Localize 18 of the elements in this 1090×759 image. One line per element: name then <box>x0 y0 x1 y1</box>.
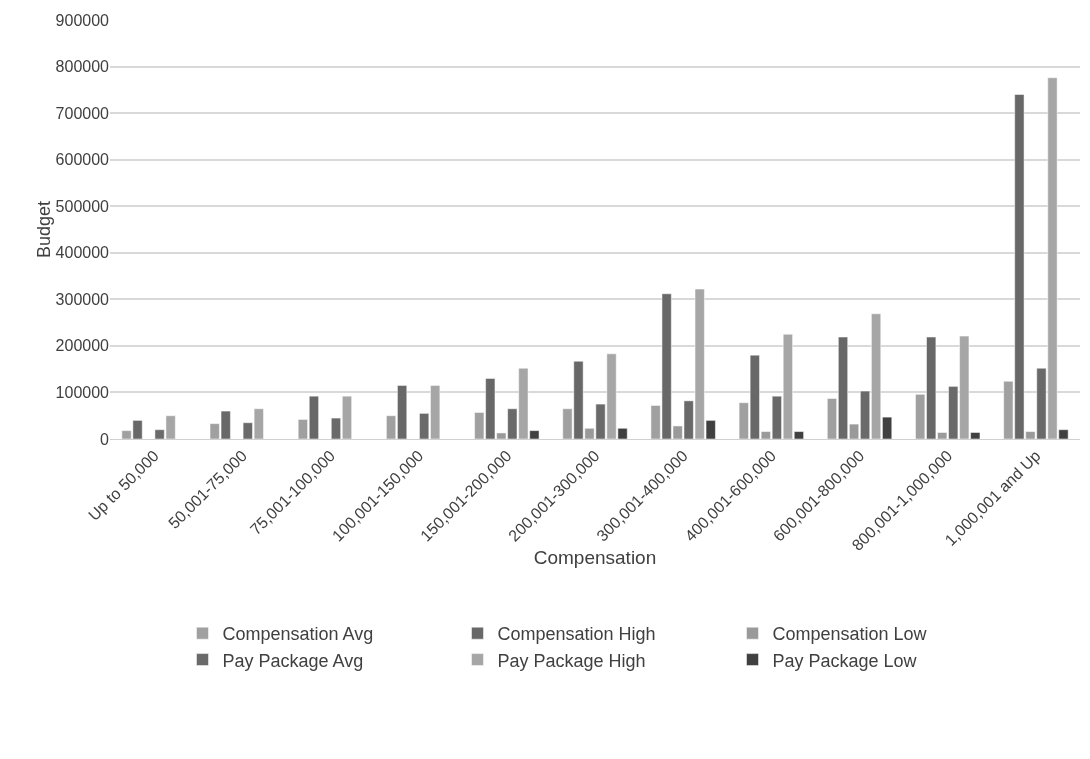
y-tick-label: 100000 <box>55 384 110 402</box>
y-tick-label: 300000 <box>55 290 110 308</box>
legend-label: Compensation Low <box>772 624 928 645</box>
y-tick-label: 700000 <box>55 104 110 122</box>
y-tick-label: 900000 <box>55 11 110 29</box>
y-axis-title: Budget <box>33 200 54 259</box>
y-tick-label: 200000 <box>55 337 110 355</box>
y-tick-label: 0 <box>100 430 110 448</box>
legend-label: Pay Package Low <box>772 650 918 671</box>
legend-label: Pay Package High <box>497 650 646 671</box>
y-tick-label: 400000 <box>55 244 110 262</box>
legend-label: Compensation High <box>497 624 656 645</box>
y-tick-label: 800000 <box>55 58 110 76</box>
y-tick-label: 600000 <box>55 151 110 169</box>
y-tick-label: 500000 <box>55 197 110 215</box>
legend-label: Compensation Avg <box>222 624 374 645</box>
x-axis-title: Compensation <box>533 546 657 568</box>
legend-label: Pay Package Avg <box>222 650 364 671</box>
